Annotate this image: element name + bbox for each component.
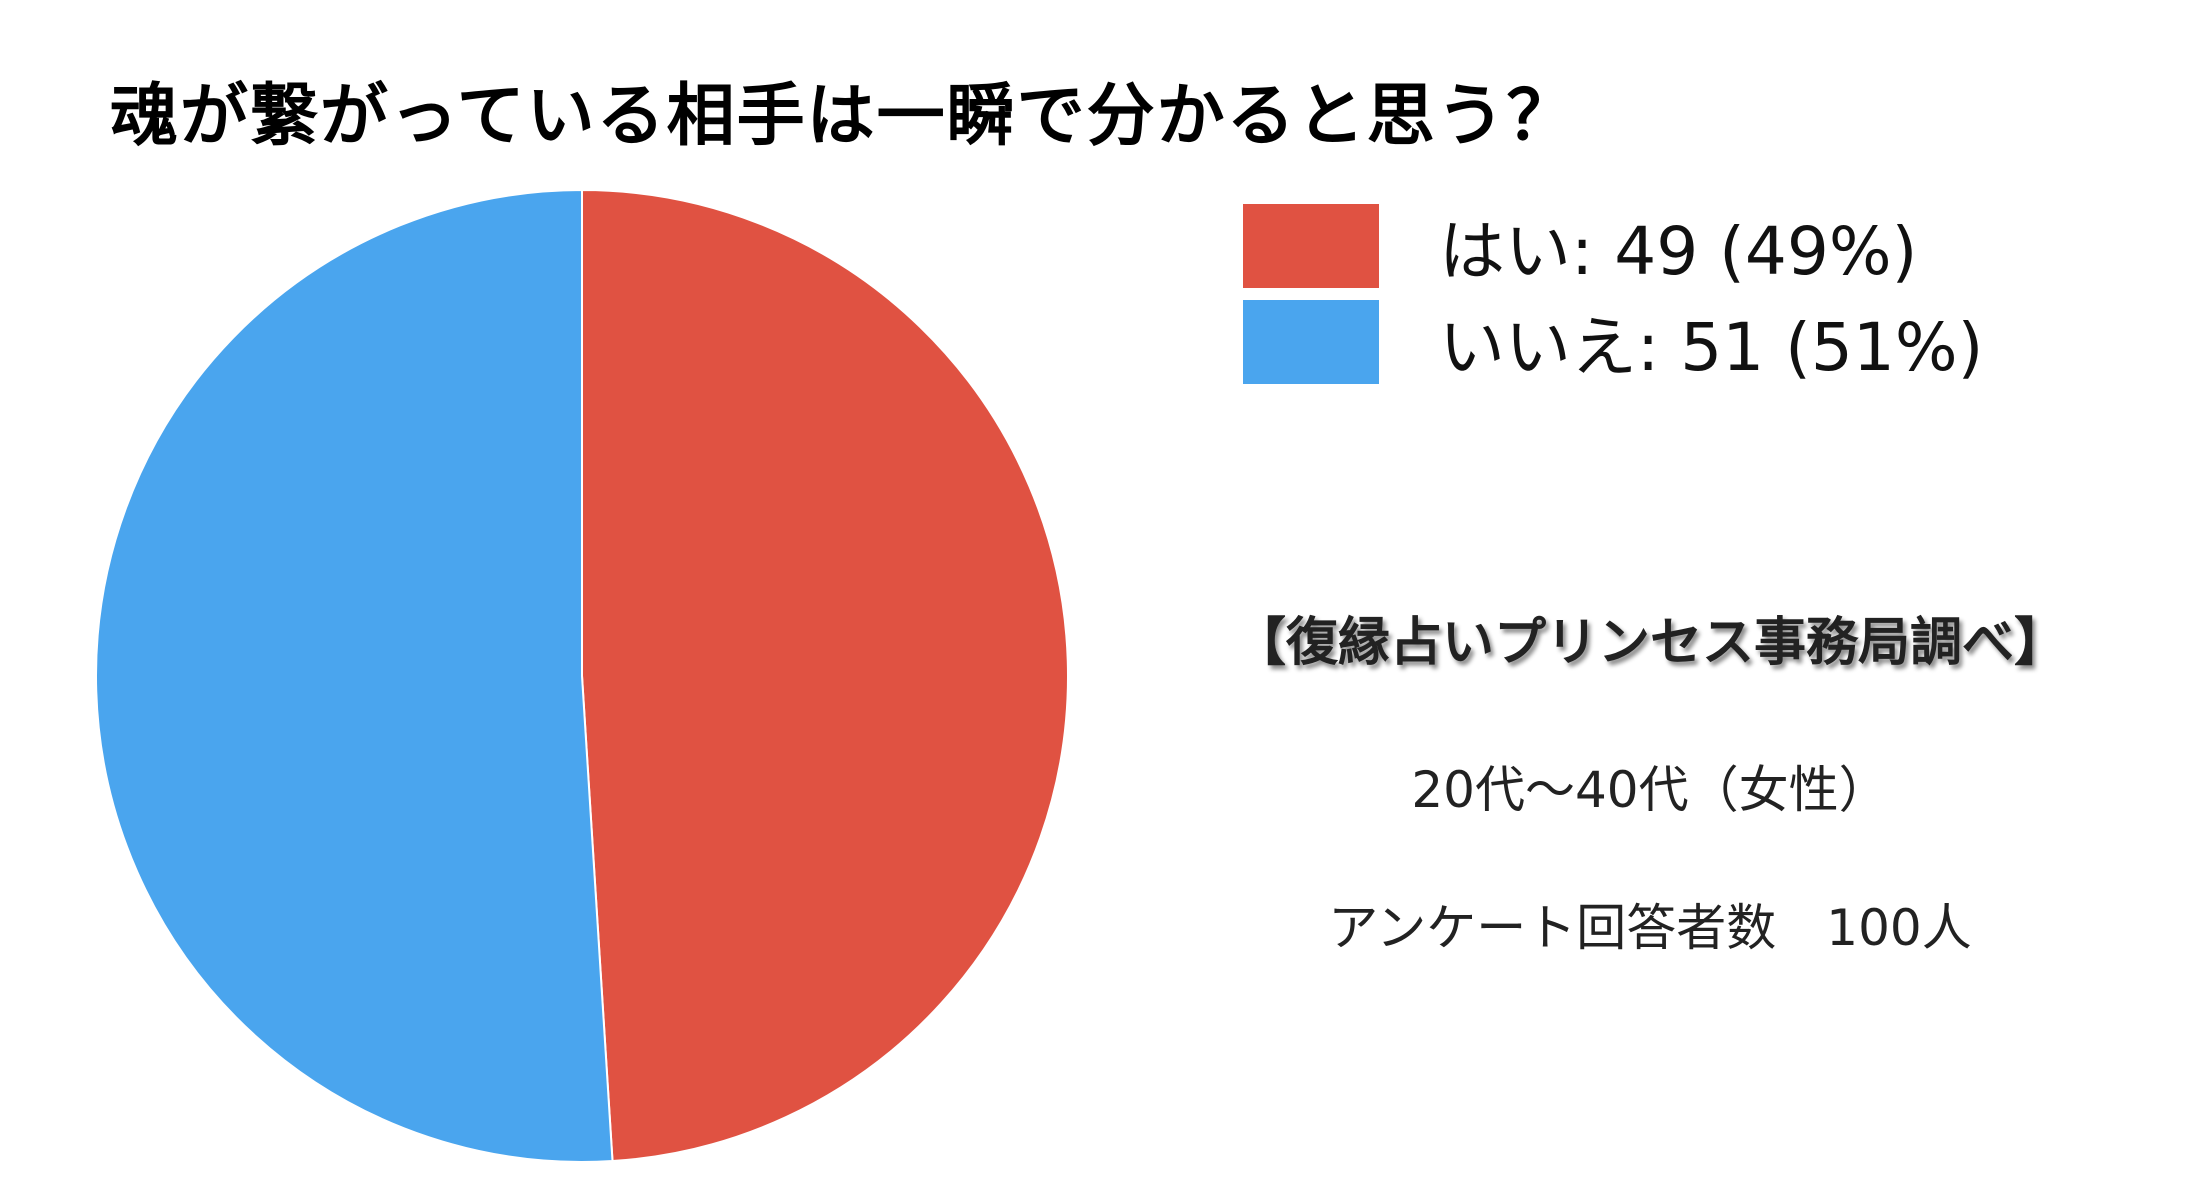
legend-label-yes: はい: 49 (49%) (1439, 213, 1918, 290)
pie-slice-yes (581, 188, 1069, 1163)
legend-item-yes: はい: 49 (49%) (1243, 198, 1983, 294)
pie-slice-no (95, 188, 614, 1163)
legend-item-no: いいえ: 51 (51%) (1243, 294, 1983, 390)
source-note: 【復縁占いプリンセス事務局調べ】 (1233, 613, 2066, 673)
respondents-note: アンケート回答者数 100人 (1328, 899, 1972, 957)
legend-swatch-no (1243, 300, 1379, 384)
chart-title: 魂が繋がっている相手は一瞬で分かると思う？ (110, 77, 1577, 156)
legend: はい: 49 (49%) いいえ: 51 (51%) (1243, 198, 1983, 390)
pie-slices (95, 188, 1069, 1163)
legend-label-no: いいえ: 51 (51%) (1439, 309, 1984, 386)
demographic-note: 20代〜40代（女性） (1411, 761, 1889, 819)
legend-swatch-yes (1243, 204, 1379, 288)
